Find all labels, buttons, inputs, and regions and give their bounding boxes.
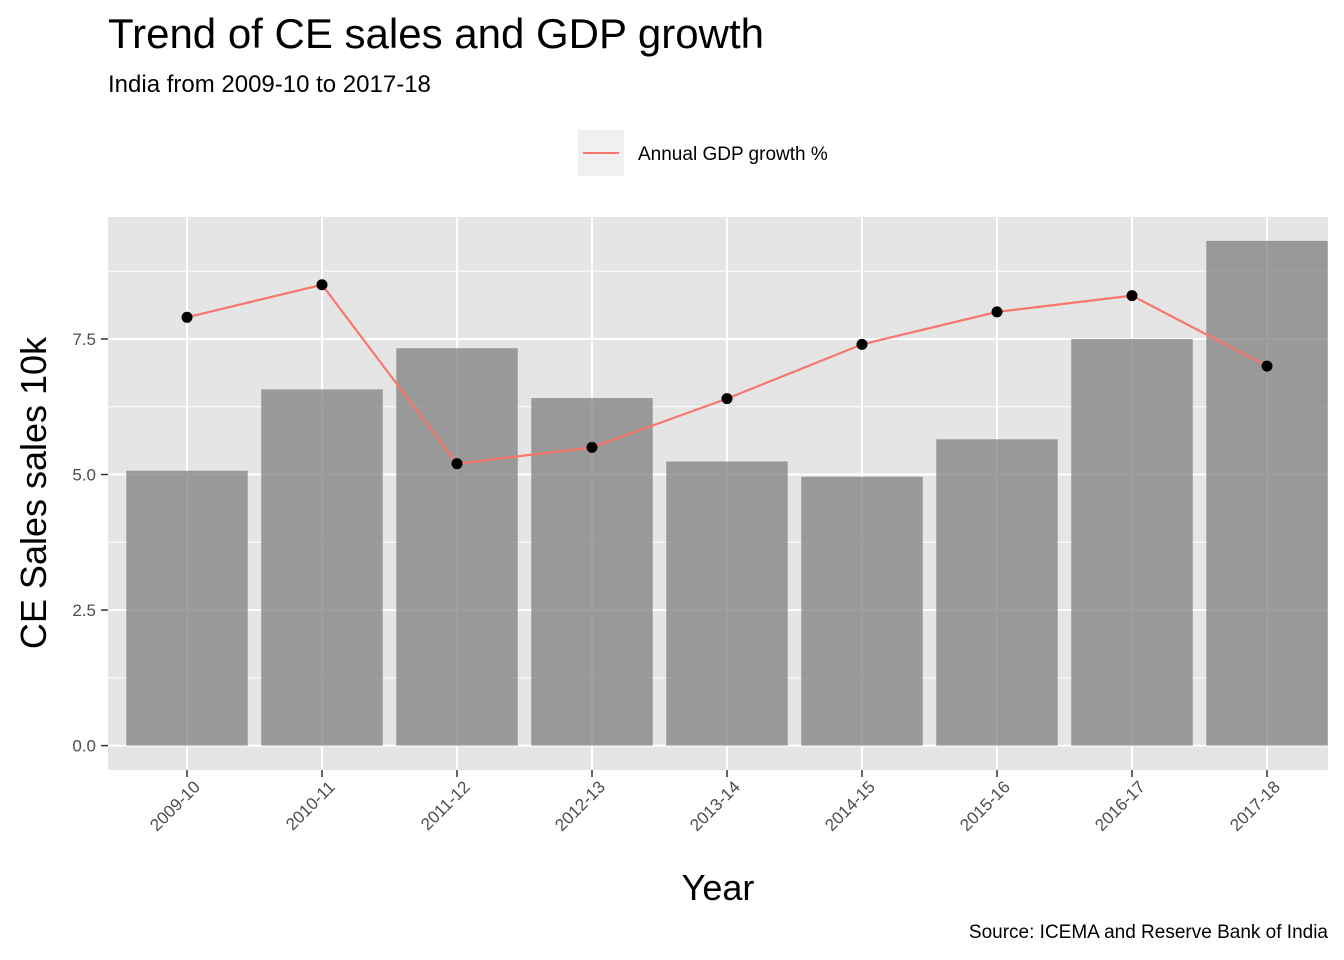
- gdp-point-2013-14: [721, 393, 733, 405]
- y-tick-label: 5.0: [72, 466, 96, 485]
- y-axis-title: CE Sales sales 10k: [13, 336, 54, 649]
- bar-2010-11: [261, 389, 383, 746]
- gdp-point-2016-17: [1126, 290, 1138, 302]
- bar-2011-12: [396, 348, 518, 746]
- x-tick-label: 2015-16: [956, 777, 1014, 835]
- bar-2009-10: [126, 470, 248, 746]
- bars: [126, 240, 1328, 746]
- x-axis-title: Year: [682, 867, 755, 908]
- chart-subtitle: India from 2009-10 to 2017-18: [108, 71, 431, 98]
- legend: Annual GDP growth %: [578, 130, 828, 176]
- source-caption: Source: ICEMA and Reserve Bank of India: [968, 922, 1328, 943]
- x-tick-label: 2010-11: [282, 777, 339, 834]
- y-tick-label: 7.5: [72, 330, 96, 349]
- gdp-point-2011-12: [451, 458, 463, 470]
- bar-2012-13: [531, 398, 653, 746]
- gdp-point-2009-10: [181, 311, 193, 323]
- y-tick-label: 0.0: [72, 737, 96, 756]
- bar-2017-18: [1206, 240, 1328, 746]
- x-tick-label: 2011-12: [417, 777, 474, 834]
- y-tick-label: 2.5: [72, 601, 96, 620]
- x-tick-label: 2016-17: [1091, 777, 1149, 835]
- bar-2014-15: [801, 476, 923, 746]
- x-tick-label: 2017-18: [1226, 777, 1284, 835]
- gdp-point-2012-13: [586, 441, 598, 453]
- x-tick-label: 2012-13: [551, 777, 609, 835]
- gdp-point-2010-11: [316, 279, 328, 291]
- chart-title: Trend of CE sales and GDP growth: [108, 10, 764, 57]
- gdp-point-2017-18: [1261, 360, 1273, 372]
- x-tick-label: 2014-15: [821, 777, 879, 835]
- bar-2015-16: [936, 439, 1058, 746]
- gdp-point-2014-15: [856, 338, 868, 350]
- y-axis: 0.0 2.5 5.0 7.5: [72, 330, 108, 756]
- x-tick-label: 2013-14: [686, 777, 744, 835]
- gdp-point-2015-16: [991, 306, 1003, 318]
- x-axis: 2009-10 2010-11 2011-12 2012-13 2013-14 2014-…: [146, 770, 1284, 835]
- bar-2013-14: [666, 461, 788, 746]
- legend-label: Annual GDP growth %: [638, 144, 828, 165]
- gdp-line-layer: [181, 279, 1273, 470]
- x-tick-label: 2009-10: [146, 777, 204, 835]
- bar-2016-17: [1071, 338, 1193, 746]
